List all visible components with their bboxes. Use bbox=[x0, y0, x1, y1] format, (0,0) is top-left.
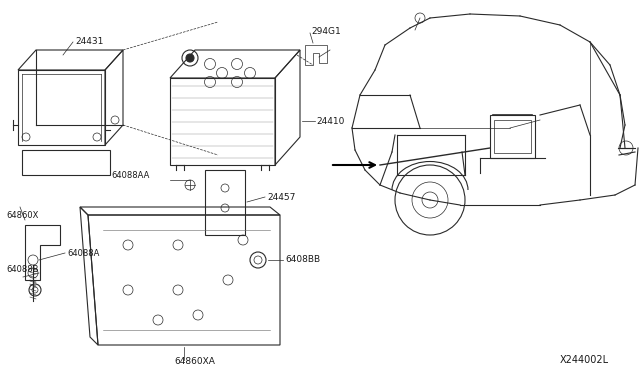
Text: 24457: 24457 bbox=[267, 192, 296, 202]
Text: X244002L: X244002L bbox=[560, 355, 609, 365]
Text: 64860XA: 64860XA bbox=[174, 356, 215, 366]
Text: 24431: 24431 bbox=[75, 38, 104, 46]
Text: 64088B: 64088B bbox=[6, 266, 38, 275]
Text: 6408BB: 6408BB bbox=[285, 256, 320, 264]
Circle shape bbox=[186, 54, 194, 62]
Text: 64088AA: 64088AA bbox=[111, 170, 150, 180]
Text: 64088A: 64088A bbox=[67, 248, 99, 257]
Text: 24410: 24410 bbox=[316, 116, 344, 125]
Text: 64860X: 64860X bbox=[6, 211, 38, 219]
Text: 294G1: 294G1 bbox=[311, 26, 340, 35]
